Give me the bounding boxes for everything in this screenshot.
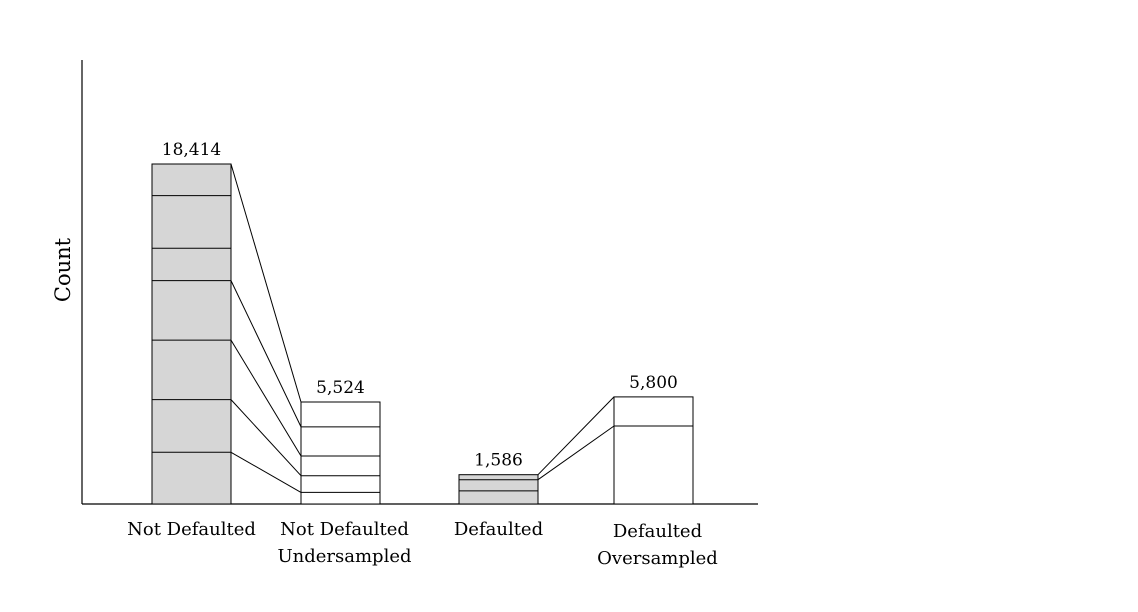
connector-oversample-0 — [537, 396, 615, 476]
connector-lines — [230, 163, 615, 493]
connector-undersample-2 — [230, 339, 302, 457]
connector-undersample-0 — [230, 163, 302, 403]
category-label-3-line-0: Defaulted — [613, 521, 702, 542]
bar-0 — [151, 163, 232, 505]
value-label-2: 1,586 — [474, 451, 523, 471]
value-labels: 18,414 5,524 1,586 5,800 — [162, 140, 678, 471]
category-label-3: Defaulted Oversampled — [597, 521, 718, 569]
bar-3 — [613, 396, 694, 505]
category-label-3-line-1: Oversampled — [597, 548, 718, 569]
category-label-1: Not Defaulted Undersampled — [277, 519, 411, 567]
category-label-0-line-0: Not Defaulted — [127, 519, 256, 540]
category-label-1-line-1: Undersampled — [277, 546, 411, 567]
category-label-2: Defaulted — [454, 519, 543, 540]
bar-1 — [300, 401, 381, 505]
value-label-3: 5,800 — [629, 373, 678, 393]
y-axis-label: Count — [51, 237, 75, 302]
bar-2 — [458, 474, 539, 505]
category-label-1-line-0: Not Defaulted — [280, 519, 409, 540]
connector-undersample-1 — [230, 280, 302, 428]
category-label-2-line-0: Defaulted — [454, 519, 543, 540]
value-label-1: 5,524 — [316, 378, 365, 398]
category-labels: Not Defaulted Not Defaulted Undersampled De… — [127, 519, 718, 569]
bars — [151, 163, 694, 505]
connector-oversample-1 — [537, 425, 615, 481]
value-label-0: 18,414 — [162, 140, 221, 160]
connector-undersample-4 — [230, 451, 302, 493]
category-label-0: Not Defaulted — [127, 519, 256, 540]
connector-undersample-3 — [230, 399, 302, 477]
